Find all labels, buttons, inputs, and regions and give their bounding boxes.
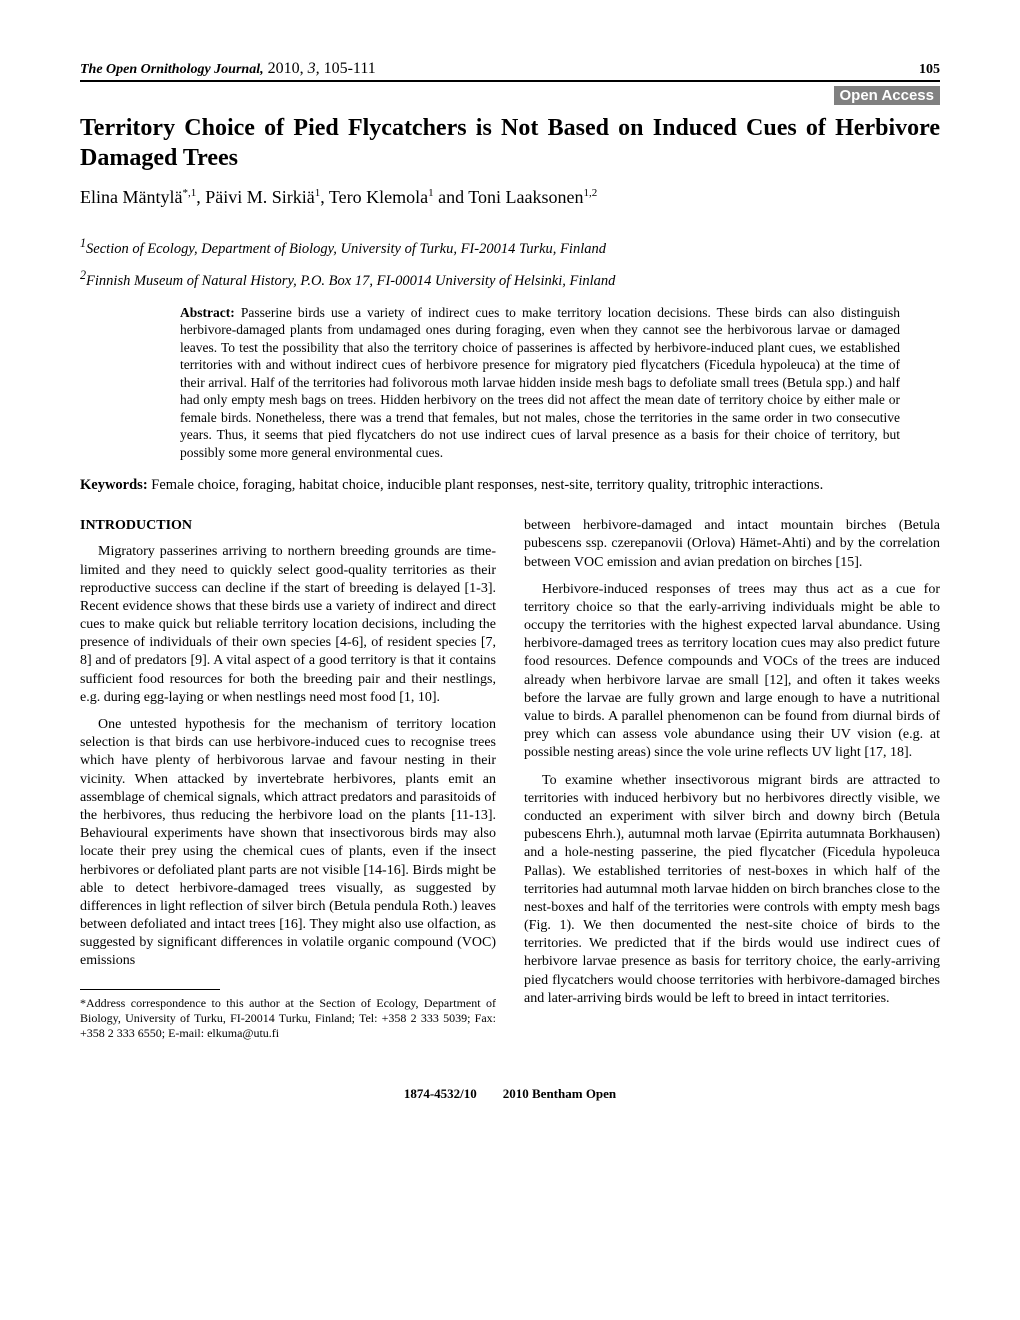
body-paragraph: To examine whether insectivorous migrant… [524, 772, 940, 1008]
article-title: Territory Choice of Pied Flycatchers is … [80, 113, 940, 173]
affiliation: 2Finnish Museum of Natural History, P.O.… [80, 268, 940, 290]
abstract-label: Abstract: [180, 305, 235, 320]
journal-header: The Open Ornithology Journal, 2010, 3, 1… [80, 60, 940, 82]
body-paragraph: Migratory passerines arriving to norther… [80, 543, 496, 707]
journal-citation: The Open Ornithology Journal, 2010, 3, 1… [80, 60, 376, 78]
left-column: INTRODUCTION Migratory passerines arrivi… [80, 517, 496, 1050]
body-paragraph: One untested hypothesis for the mechanis… [80, 716, 496, 971]
journal-name: The Open Ornithology Journal, [80, 62, 264, 77]
footnote-rule [80, 989, 220, 990]
body-paragraph: between herbivore-damaged and intact mou… [524, 517, 940, 572]
open-access-badge: Open Access [834, 86, 941, 105]
page-number: 105 [919, 62, 940, 78]
copyright: 2010 Bentham Open [503, 1086, 616, 1102]
keywords-label: Keywords: [80, 477, 148, 493]
introduction-heading: INTRODUCTION [80, 517, 496, 535]
authors-line: Elina Mäntylä*,1, Päivi M. Sirkiä1, Tero… [80, 187, 940, 208]
abstract-text: Passerine birds use a variety of indirec… [180, 305, 900, 460]
journal-volume: 3, [308, 60, 320, 77]
abstract-block: Abstract: Passerine birds use a variety … [180, 304, 900, 462]
body-columns: INTRODUCTION Migratory passerines arrivi… [80, 517, 940, 1050]
affiliations-block: 1Section of Ecology, Department of Biolo… [80, 236, 940, 290]
right-column: between herbivore-damaged and intact mou… [524, 517, 940, 1050]
keywords-line: Keywords: Female choice, foraging, habit… [80, 476, 940, 496]
keywords-text: Female choice, foraging, habitat choice,… [151, 477, 823, 493]
issn: 1874-4532/10 [404, 1086, 477, 1102]
affiliation: 1Section of Ecology, Department of Biolo… [80, 236, 940, 258]
correspondence-footnote: *Address correspondence to this author a… [80, 996, 496, 1041]
journal-pages: 105-111 [324, 60, 376, 77]
open-access-row: Open Access [80, 86, 940, 105]
body-paragraph: Herbivore-induced responses of trees may… [524, 581, 940, 763]
journal-year: 2010, [268, 60, 304, 77]
page-footer: 1874-4532/10 2010 Bentham Open [80, 1086, 940, 1102]
